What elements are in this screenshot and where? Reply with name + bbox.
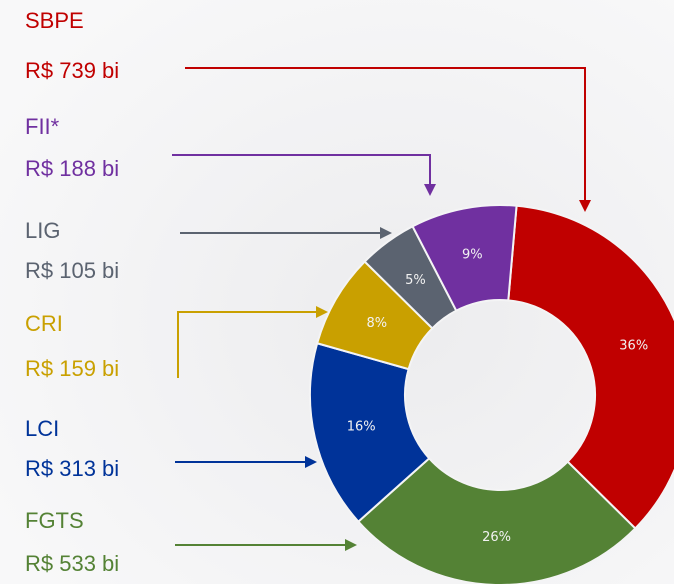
legend-name: SBPE bbox=[25, 8, 84, 33]
legend-name: FGTS bbox=[25, 508, 84, 533]
legend-name: CRI bbox=[25, 311, 63, 336]
arrowhead bbox=[316, 306, 328, 318]
legend-amount: R$ 159 bi bbox=[25, 356, 119, 381]
arrowhead bbox=[345, 539, 357, 551]
segment bbox=[309, 342, 431, 524]
connector bbox=[177, 311, 318, 378]
segment bbox=[356, 456, 637, 584]
arrowhead bbox=[579, 200, 591, 212]
legend-name: LCI bbox=[25, 416, 59, 441]
legend-amount: R$ 188 bi bbox=[25, 156, 119, 181]
connector bbox=[172, 154, 431, 186]
legend-amount: R$ 739 bi bbox=[25, 58, 119, 83]
segment-label: 36% bbox=[619, 338, 648, 353]
legend-amount: R$ 533 bi bbox=[25, 551, 119, 576]
segment-label: 16% bbox=[347, 420, 376, 435]
legend-amount: R$ 105 bi bbox=[25, 258, 119, 283]
legend-name: LIG bbox=[25, 218, 60, 243]
segment-label: 9% bbox=[462, 248, 483, 263]
connector bbox=[185, 67, 586, 202]
segment bbox=[411, 204, 518, 313]
segment-label: 8% bbox=[367, 316, 388, 331]
donut: 36% 26% 16% 8% 5% 9% bbox=[309, 204, 674, 584]
arrowhead bbox=[305, 456, 317, 468]
arrowhead bbox=[380, 227, 392, 239]
segment bbox=[507, 204, 674, 530]
legend: SBPE R$ 739 bi FII* R$ 188 bi LIG R$ 105 bi CR… bbox=[25, 8, 591, 576]
legend-amount: R$ 313 bi bbox=[25, 456, 119, 481]
segment-label: 26% bbox=[482, 530, 511, 545]
arrowhead bbox=[424, 184, 436, 196]
segment-label: 5% bbox=[405, 273, 426, 288]
legend-name: FII* bbox=[25, 114, 60, 139]
